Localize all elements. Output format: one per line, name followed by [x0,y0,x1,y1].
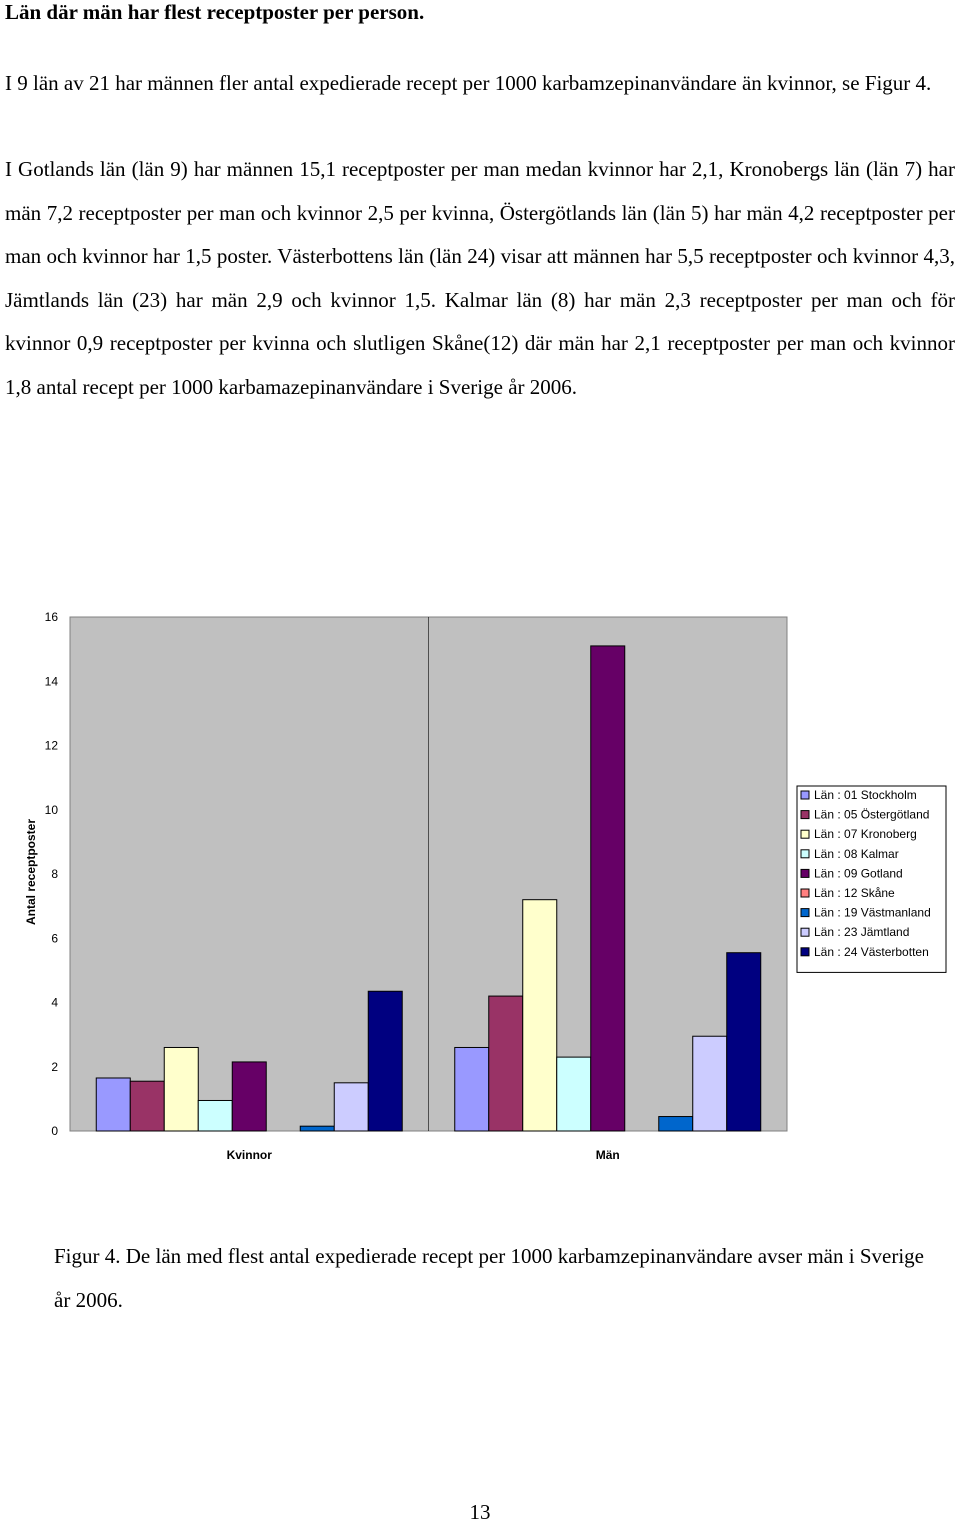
legend-entry: Län : 07 Kronoberg [814,827,917,841]
y-axis-label: Antal receptposter [24,819,38,925]
bar [197,1099,233,1132]
bar [299,1125,335,1132]
paragraph-details: I Gotlands län (län 9) har männen 15,1 r… [5,157,955,399]
legend-entry: Län : 12 Skåne [814,886,895,900]
legend: Län : 01 Stockholm Län : 05 Östergötland L… [796,785,947,973]
legend-swatch [800,810,810,820]
figure-caption: Figur 4. De län med flest antal expedier… [54,1244,924,1312]
legend-swatch [800,908,810,918]
legend-entry: Län : 01 Stockholm [814,788,917,802]
legend-swatch [800,947,810,957]
y-tick-label: 0 [51,1124,58,1138]
bar [522,899,558,1132]
legend-swatch [800,888,810,898]
legend-box [796,785,947,973]
bar [590,645,626,1132]
legend-entry: Län : 19 Västmanland [814,906,931,920]
paragraph-intro: I 9 län av 21 har männen fler antal expe… [5,71,932,95]
x-category-label: Män [596,1148,620,1162]
bar [231,1061,267,1132]
y-tick-label: 4 [51,996,58,1010]
bar-chart: 0 2 4 6 8 10 12 14 16 Kvinnor Män Antal receptpos… [24,610,947,1162]
section-heading: Län där män har flest receptposter per p… [5,0,425,24]
legend-swatch [800,829,810,839]
y-tick-label: 6 [51,931,58,945]
legend-entry: Län : 09 Gotland [814,866,903,880]
bar [658,1116,694,1132]
bar [692,1035,728,1132]
bar [129,1080,165,1132]
bar [367,990,403,1132]
y-tick-label: 14 [45,674,59,688]
y-tick-label: 2 [51,1060,58,1074]
legend-swatch [800,849,810,859]
legend-swatch [800,790,810,800]
bar [163,1046,199,1132]
bars-group [95,645,762,1132]
legend-entry: Län : 24 Västerbotten [814,945,929,959]
y-tick-label: 8 [51,867,58,881]
bar [726,952,762,1132]
legend-entry: Län : 05 Östergötland [814,808,929,822]
legend-entry: Län : 23 Jämtland [814,925,909,939]
legend-swatch [800,868,810,878]
legend-swatch [800,927,810,937]
y-tick-label: 12 [45,739,59,753]
plot-area-group [69,616,788,1132]
page-number: 13 [469,1500,491,1524]
x-category-label: Kvinnor [227,1148,273,1162]
y-tick-label: 16 [45,610,59,624]
bar [556,1056,592,1132]
y-tick-labels: 0 2 4 6 8 10 12 14 16 [45,610,59,1138]
bar [454,1046,490,1132]
bar [333,1082,369,1132]
legend-entry: Län : 08 Kalmar [814,847,899,861]
bar [488,995,524,1132]
category-labels: Kvinnor Män [227,1148,620,1162]
y-tick-label: 10 [45,803,59,817]
bar [95,1077,131,1132]
